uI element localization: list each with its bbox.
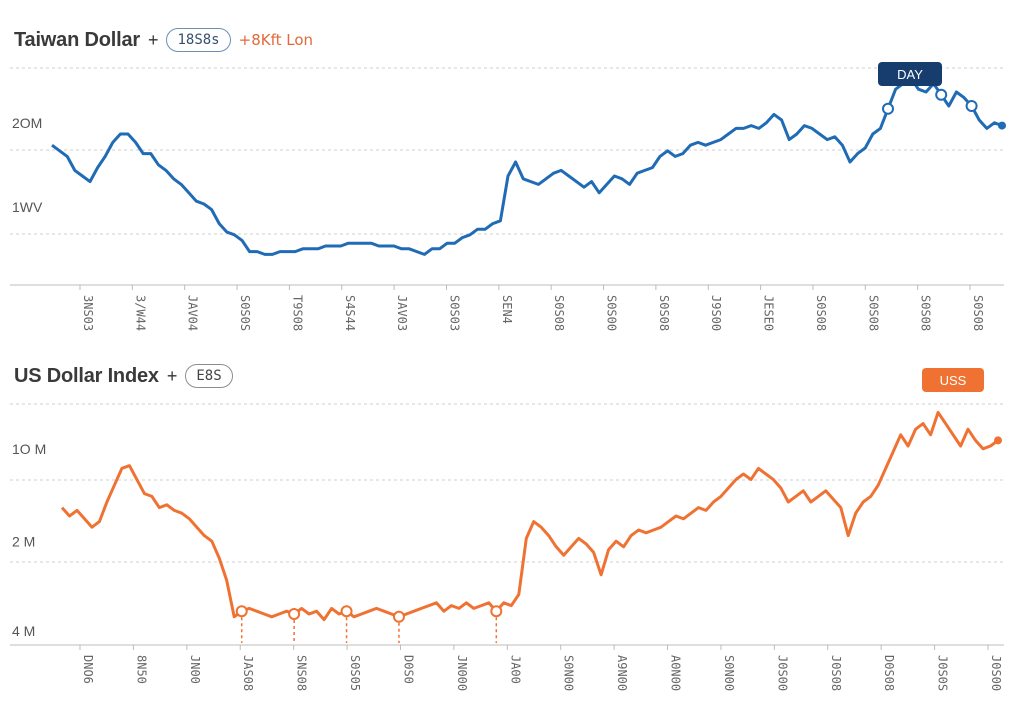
- x-tick-label: SEN4: [500, 295, 514, 324]
- us-dollar-index-panel: US Dollar Index + E8S 1O M 2 M 4 M DNO6 8N5…: [0, 350, 1024, 706]
- compare-link[interactable]: +8Kft Lon: [238, 31, 314, 49]
- chart-header: US Dollar Index + E8S: [14, 364, 233, 388]
- last-value-dot: [998, 121, 1006, 130]
- series-line: [51, 76, 1003, 256]
- x-tick-label: JN00: [188, 655, 202, 684]
- badge-background: [878, 62, 942, 86]
- x-tick-label: T9S08: [290, 295, 304, 331]
- x-tick-label: SNS08: [295, 655, 309, 691]
- y-tick-label: 2 M: [12, 533, 35, 549]
- x-tick-label: J0S0S: [936, 655, 950, 691]
- x-tick-label: JAV03: [395, 295, 409, 331]
- data-point-marker[interactable]: [965, 100, 978, 112]
- x-tick-label: JAS08: [241, 655, 255, 691]
- taiwan-dollar-chart: 2OM 1WV 3NS03 3/W44 JAV04 S0S0S T9S08 S4S44 JAV…: [10, 62, 1006, 331]
- x-tick-label: S0S00: [605, 295, 619, 331]
- add-icon[interactable]: +: [147, 29, 159, 50]
- x-tick-label: S0S03: [447, 295, 461, 331]
- x-tick-label: S4S44: [343, 295, 357, 331]
- x-tick-label: 3/W44: [133, 295, 147, 331]
- x-tick-label: S0S05: [348, 655, 362, 691]
- x-tick-label: D0S0: [401, 655, 415, 684]
- x-tick-label: JAV04: [186, 295, 200, 331]
- x-tick-label: S0S08: [814, 295, 828, 331]
- data-point-marker[interactable]: [235, 605, 248, 618]
- x-tick-label: 3NS03: [81, 295, 95, 331]
- x-tick-label: A9N00: [615, 655, 629, 691]
- chart-header: Taiwan Dollar + 18S8s +8Kft Lon: [14, 28, 313, 52]
- y-tick-label: 4 M: [12, 623, 35, 639]
- x-tick-label: S0S0S: [238, 295, 252, 331]
- y-tick-label: 1O M: [12, 441, 46, 457]
- data-point-marker[interactable]: [882, 102, 894, 115]
- x-tick-label: S0S08: [971, 295, 985, 331]
- y-tick-label: 2OM: [12, 115, 42, 131]
- x-tick-label: S0S08: [919, 295, 933, 331]
- x-tick-label: S0S08: [657, 295, 671, 331]
- x-tick-label: D0S08: [882, 655, 896, 691]
- data-point-marker[interactable]: [340, 605, 353, 618]
- x-tick-label: J0S00: [989, 655, 1003, 691]
- chart-title: Taiwan Dollar: [14, 28, 140, 51]
- x-tick-label: JN000: [455, 655, 469, 691]
- us-dollar-index-chart: 1O M 2 M 4 M DNO6 8N50 JN00 JAS08 SNS08 S0S05 D0…: [10, 368, 1004, 691]
- taiwan-dollar-panel: Taiwan Dollar + 18S8s +8Kft Lon 2OM 1WV 3…: [0, 0, 1024, 350]
- x-tick-label: S0S08: [866, 295, 880, 331]
- x-tick-label: S0N00: [562, 655, 576, 691]
- x-tick-label: J0S08: [829, 655, 843, 691]
- symbol-pill[interactable]: E8S: [185, 364, 233, 388]
- x-tick-label: JESE0: [762, 295, 776, 331]
- range-badge[interactable]: USS: [922, 368, 984, 392]
- x-tick-label: 8N50: [134, 655, 148, 684]
- x-tick-label: DNO6: [81, 655, 95, 684]
- badge-label: USS: [940, 373, 967, 388]
- add-icon[interactable]: +: [166, 365, 178, 386]
- data-point-marker[interactable]: [490, 605, 503, 618]
- x-tick-label: A0N00: [669, 655, 683, 691]
- range-badge[interactable]: DAY: [878, 62, 942, 86]
- badge-background: [922, 368, 984, 392]
- x-tick-label: JA00: [508, 655, 522, 684]
- y-tick-label: 1WV: [12, 199, 43, 215]
- data-point-marker[interactable]: [935, 88, 948, 101]
- x-tick-label: S0S08: [552, 295, 566, 331]
- series-line: [60, 410, 999, 622]
- x-tick-label: J9S00: [709, 295, 723, 331]
- last-value-dot: [994, 436, 1002, 445]
- chart-title: US Dollar Index: [14, 364, 159, 387]
- x-tick-label: S0N00: [722, 655, 736, 691]
- symbol-pill[interactable]: 18S8s: [166, 28, 231, 52]
- badge-label: DAY: [897, 67, 923, 82]
- data-point-marker[interactable]: [288, 608, 301, 620]
- data-point-marker[interactable]: [392, 610, 405, 623]
- x-tick-label: J0S00: [775, 655, 789, 691]
